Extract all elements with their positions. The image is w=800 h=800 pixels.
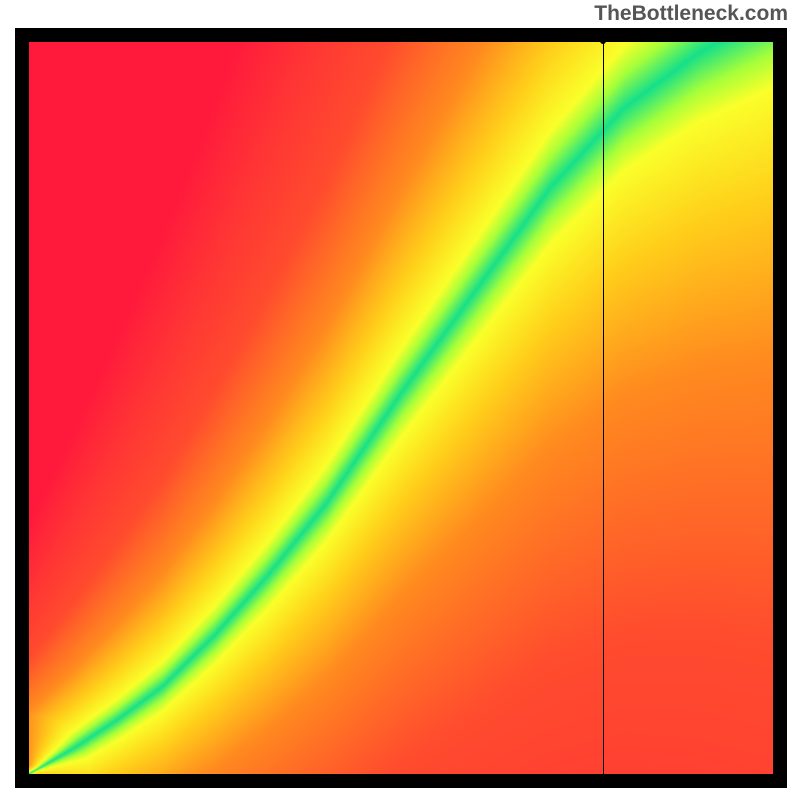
vertical-marker-line — [603, 42, 604, 774]
watermark-text: TheBottleneck.com — [594, 2, 788, 26]
heatmap-canvas — [29, 42, 773, 774]
chart-container: TheBottleneck.com — [0, 0, 800, 800]
marker-tick-dot — [600, 38, 606, 44]
plot-area — [15, 28, 787, 788]
